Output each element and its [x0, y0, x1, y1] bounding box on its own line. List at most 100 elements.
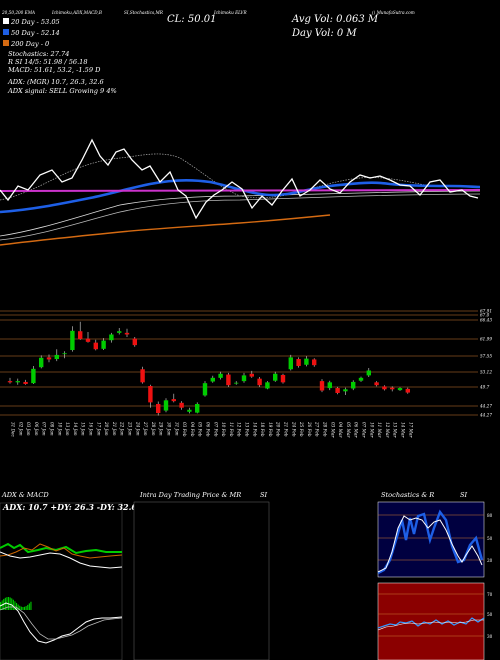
candle-up [109, 334, 114, 341]
macd-bar [20, 606, 22, 610]
date-label: 03 Feb [182, 422, 187, 437]
date-label: 12 Mar [385, 422, 390, 438]
rsi-line [377, 617, 485, 629]
date-label: 07 Feb [213, 422, 218, 437]
candle-up [117, 331, 122, 333]
date-label: 31 Dec [11, 422, 16, 437]
candle-down [78, 331, 83, 339]
date-label: 28 Jan [151, 421, 156, 436]
candle-up [210, 377, 215, 382]
ema50-swatch [3, 29, 9, 35]
candle-down [156, 404, 161, 414]
ema20-label: 20 Day - 53.05 [10, 18, 60, 26]
topline-oscillators: SI,Stochastics,MR [124, 10, 163, 15]
candle-up [241, 375, 247, 382]
kumo-upper-line [0, 190, 481, 237]
date-label: 31 Jan [174, 422, 179, 436]
macd-value: MACD: 51.61, 53.2, -1.59 D [7, 66, 101, 74]
topline-indicators: Ichimoku,ADX,MACD,B [51, 10, 102, 15]
date-label: 06 Feb [206, 422, 211, 437]
candle-down [390, 387, 395, 390]
date-label: 06 Jan [34, 422, 39, 436]
panel-adx-macd: ADX & MACD ADX: 10.7 +DY: 26.3 -DY: 32.6 [0, 491, 137, 660]
candle-down [23, 381, 28, 384]
price-level-label: 66.43 [480, 318, 492, 323]
date-label: 02 Jan [18, 422, 23, 436]
ema200-label: 200 Day - 0 [10, 40, 49, 48]
candle-up [101, 340, 106, 349]
candle-down [382, 386, 387, 390]
rsi-tick-70: 70 [487, 592, 493, 597]
date-label: 17 Jan [96, 422, 101, 436]
candle-up [397, 388, 403, 391]
candle-down [319, 381, 325, 391]
candle-up [39, 357, 44, 368]
macd-line [0, 602, 123, 644]
panel-intra-si: SI [260, 491, 268, 499]
candle-down [335, 388, 340, 393]
macd-bar [19, 605, 21, 610]
candle-up [70, 330, 75, 351]
candle-up [195, 404, 200, 413]
date-label: 26 Feb [307, 421, 312, 437]
price-level-label: 44.27 [479, 404, 492, 409]
macd-bar [4, 597, 6, 610]
candle-down [140, 369, 145, 383]
topline-brand: () MunafaSutra.com [372, 10, 415, 15]
date-label: 06 Mar [354, 422, 359, 438]
date-label: 10 Feb [221, 422, 226, 437]
kumo-lower-line [0, 193, 481, 241]
date-label: 21 Feb [284, 421, 289, 437]
candle-up [265, 382, 270, 389]
macd-bar [12, 599, 14, 610]
candle-down [171, 399, 176, 402]
candle-down [257, 378, 262, 386]
adx-value: ADX: (MGR) 10.7, 26.3, 32.6 [7, 78, 104, 86]
price-line [0, 138, 479, 220]
macd-bar [11, 598, 13, 610]
date-label: 04 Feb [190, 422, 195, 437]
bb-band-line [0, 189, 481, 192]
candle-up [202, 383, 208, 396]
ema50-line [0, 178, 481, 214]
date-label: 07 Mar [362, 422, 367, 438]
macd-bar [9, 597, 11, 610]
candle-up [187, 409, 192, 412]
candle-up [327, 382, 332, 389]
intraday-panel-frame [133, 501, 270, 660]
ema200-line [0, 214, 331, 246]
candle-down [93, 342, 98, 350]
adx-panel-frame [0, 502, 123, 660]
candle-up [343, 389, 348, 392]
macd-signal-line [0, 606, 123, 640]
candle-up [273, 373, 278, 381]
date-label: 30 Jan [167, 422, 172, 436]
candle-down [46, 357, 52, 360]
candle-up [351, 381, 356, 389]
date-label: 20 Jan [104, 421, 109, 436]
day-volume: Day Vol: 0 M [291, 28, 357, 39]
candle-down [148, 386, 153, 403]
candle-down [85, 338, 91, 342]
avg-volume: Avg Vol: 0.063 M [291, 14, 379, 25]
date-label: 13 Feb [245, 422, 250, 437]
date-label: 10 Mar [369, 422, 374, 438]
price-level-label: 57.55 [480, 354, 492, 359]
panel-adx-title: ADX & MACD [1, 491, 49, 499]
ema50-label: 50 Day - 52.14 [11, 29, 60, 37]
candle-down [296, 359, 301, 366]
date-label: 11 Mar [377, 422, 382, 438]
panel-stoch-title: Stochastics & R [381, 491, 434, 499]
date-label: 18 Feb [260, 422, 265, 437]
date-label: 03 Mar [330, 422, 335, 438]
adx-overlay: ADX: 10.7 +DY: 26.3 -DY: 32.6 [2, 502, 137, 512]
topline-symbol: Ichimoku ELVR [213, 10, 247, 15]
price-level-label: 49.7 [479, 385, 490, 390]
candle-down [132, 338, 137, 346]
price-level-label: 44.27 [479, 413, 492, 418]
date-label: 25 Feb [299, 421, 304, 437]
price-level-label: 61.99 [480, 337, 492, 342]
macd-bar [14, 601, 16, 610]
date-label: 05 Mar [346, 422, 351, 438]
candle-up [234, 382, 239, 384]
